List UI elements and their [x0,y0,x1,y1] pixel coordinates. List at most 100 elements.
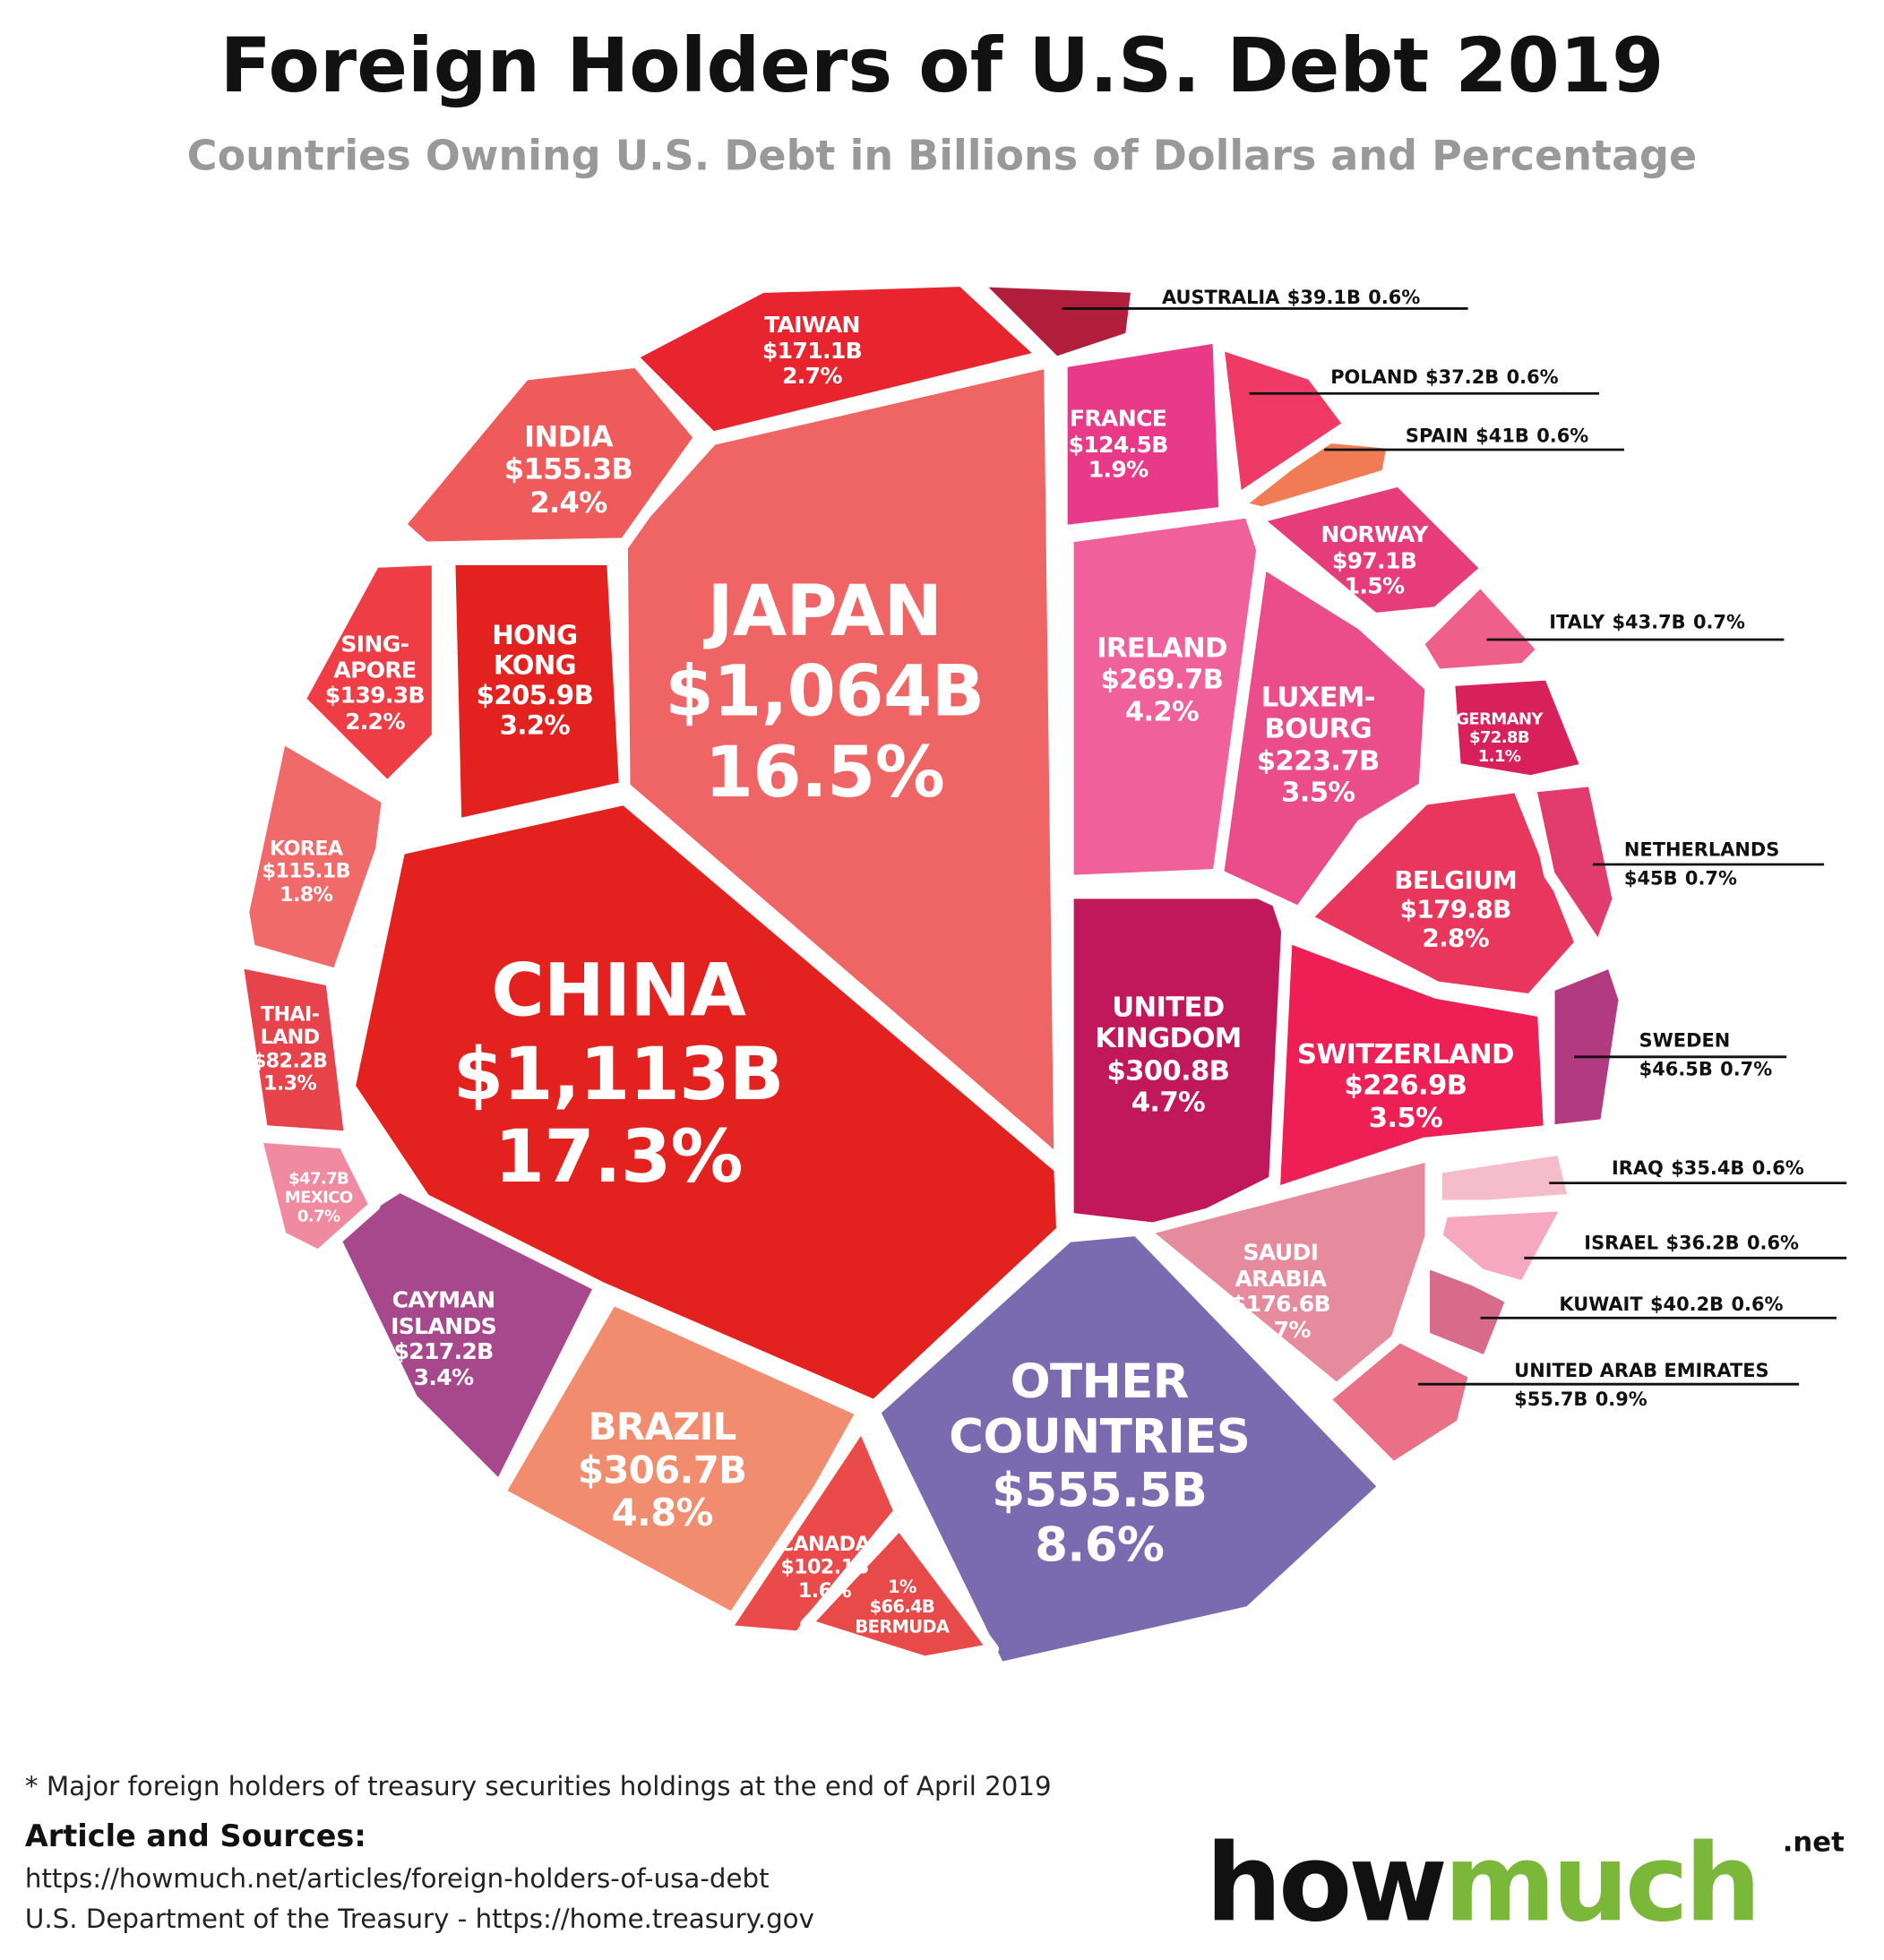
cell-name: IRELAND [1097,633,1227,665]
external-label: SPAIN $41B 0.6% [1406,422,1596,450]
share-label: 16.5% [704,732,945,814]
external-label: NETHERLANDS $45B 0.7% [1624,836,1787,892]
external-label: POLAND $37.2B 0.6% [1330,364,1566,391]
cell-name: OTHER COUNTRIES [949,1354,1251,1464]
cell [800,1518,999,1668]
label-line: $55.7B 0.9% [1514,1385,1776,1413]
cell-name: BRAZIL [588,1406,737,1450]
cell-label: UNITED KINGDOM $300.8B 4.7% [1095,992,1242,1119]
cell-label: KOREA $115.1B 1.8% [262,836,351,907]
cell-name: INDIA [524,421,613,454]
share-label: 8.6% [1035,1517,1165,1573]
cell-name: MEXICO [284,1188,353,1208]
value-label: $47.7B [288,1170,349,1190]
cell [1525,775,1624,956]
value-label: $39.1B [1286,286,1361,309]
cell-name: JAPAN [707,571,942,653]
share-label: 1.6% [797,1577,852,1603]
value-label: $115.1B [262,859,351,883]
cell-name: SING- APORE [333,632,417,684]
share-label: 2.2% [344,709,406,735]
cell-label: $47.7B MEXICO 0.7% [284,1170,353,1227]
sources-heading: Article and Sources: [24,1818,366,1854]
cell-name: CANADA [779,1532,871,1556]
cell [325,1181,606,1492]
value-label: $179.8B [1399,893,1512,924]
value-label: $139.3B [324,683,426,710]
cell-label: TAIWAN $171.1B 2.7% [762,312,863,391]
cell [868,1225,1390,1674]
cell-name: THAI- LAND [260,1001,321,1049]
source: U.S. Department of the Treasury - https:… [24,1904,814,1934]
logo-part: much [1443,1821,1761,1947]
cell [294,554,443,793]
cell-label: INDIA $155.3B 2.4% [504,421,633,520]
cell-name: GERMANY [1456,709,1543,729]
value-label: $176.6B [1230,1291,1331,1319]
cell-name: UNITED KINGDOM [1095,992,1242,1055]
cell-name: HONG KONG [492,620,578,681]
value-label: $82.2B [252,1048,328,1072]
external-label: ISRAEL $36.2B 0.6% [1584,1229,1806,1257]
cell [443,554,631,830]
share-label: 0.6% [1731,1293,1784,1316]
cell-label: BRAZIL $306.7B 4.8% [577,1406,747,1536]
cell-label: OTHER COUNTRIES $555.5B 8.6% [949,1354,1251,1574]
source: https://howmuch.net/articles/foreign-hol… [24,1863,770,1895]
value-label: $205.9B [476,681,594,711]
cell [624,275,1049,443]
share-label: 0.7% [1684,866,1737,890]
cell [1318,1330,1480,1474]
cell [968,275,1143,368]
cell-name: LUXEM- BOURG [1260,682,1376,746]
value-label: $97.1B [1331,547,1417,575]
share-label: 2.4% [529,487,607,520]
cell-label: 1% $66.4B BERMUDA [855,1577,950,1638]
share-label: 0.7% [297,1207,340,1226]
cell-label: CHINA $1,113B 17.3% [453,950,785,1199]
cell [237,731,393,981]
share-label: 0.7% [1720,1057,1773,1080]
external-label: AUSTRALIA $39.1B 0.6% [1162,284,1428,312]
cell-name: TAIWAN [764,312,860,339]
value-label: $46.5B [1639,1057,1713,1080]
cell-label: FRANCE $124.5B 1.9% [1068,406,1169,486]
share-label: 2.7% [782,364,843,391]
value-label: $124.5B [1068,432,1169,459]
share-label: 0.6% [1751,1156,1804,1180]
external-label: KUWAIT $40.2B 0.6% [1559,1291,1790,1319]
external-label: SWEDEN $46.5B 0.7% [1639,1027,1780,1083]
cell-name: AUSTRALIA [1161,286,1280,309]
cell-name: ITALY [1549,610,1605,634]
cell-name: FRANCE [1069,406,1167,433]
logo-part: .net [1782,1827,1845,1860]
cell-name: SWEDEN [1639,1029,1731,1053]
share-label: 0.6% [1506,365,1559,389]
chart-title: Foreign Holders of U.S. Debt 2019 [219,22,1665,110]
cell-name: SPAIN [1405,425,1468,448]
cell-label: BELGIUM $179.8B 2.8% [1394,865,1518,952]
share-label: 3.4% [413,1364,475,1392]
cell [1056,331,1230,537]
cell-label: LUXEM- BOURG $223.7B 3.5% [1257,682,1381,809]
share-label: 3.5% [1281,777,1355,809]
cell-label: NORWAY $97.1B 1.5% [1321,521,1428,601]
cell-label: HONG KONG $205.9B 3.2% [476,620,594,742]
cell-name: UNITED ARAB EMIRATES [1514,1359,1769,1382]
external-label: IRAQ $35.4B 0.6% [1612,1155,1811,1182]
cell [1431,1143,1580,1212]
value-label: $306.7B [577,1449,747,1493]
share-label: 1% [887,1577,916,1598]
cell-name: IRAQ [1611,1156,1664,1180]
cell-name: ISRAEL [1584,1232,1659,1255]
cell [1300,781,1587,1005]
cell-name: SAUDI ARABIA [1234,1240,1327,1293]
cell-name: KOREA [269,836,343,861]
cell-label: SING- APORE $139.3B 2.2% [324,632,426,736]
share-label: 1.9% [1088,457,1149,485]
cell-label: SWITZERLAND $226.9B 3.5% [1297,1039,1515,1134]
label-line: NETHERLANDS [1624,836,1787,864]
label-line: $45B 0.7% [1624,864,1787,891]
share-label: 0.6% [1746,1232,1799,1255]
cell-name: NORWAY [1321,521,1428,549]
